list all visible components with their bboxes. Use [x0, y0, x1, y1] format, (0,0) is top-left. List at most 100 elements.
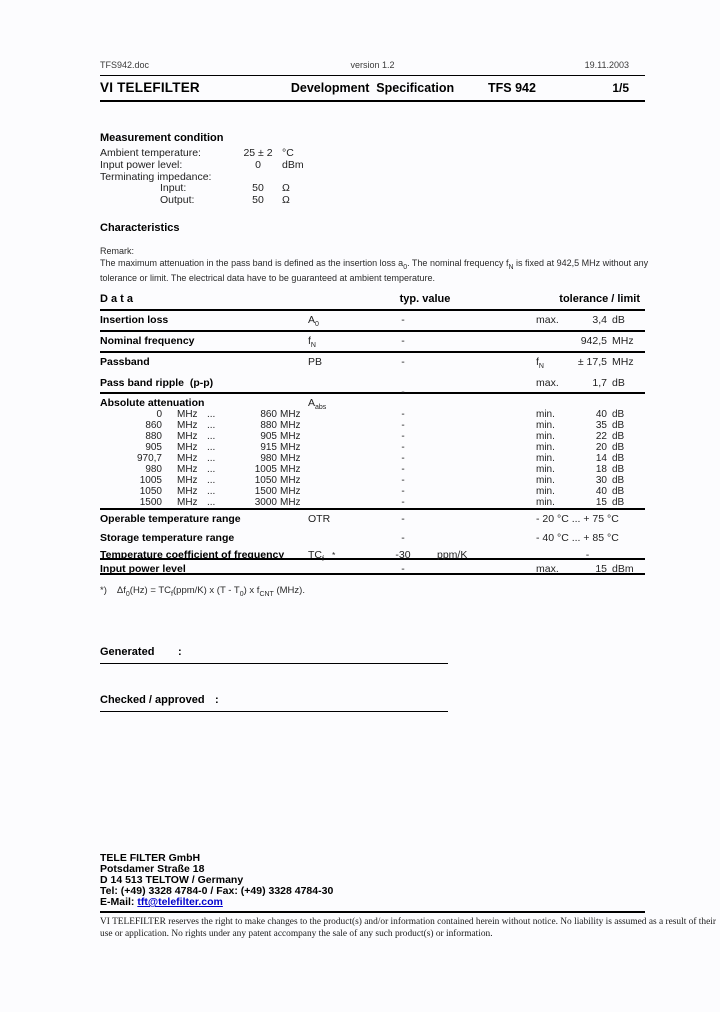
footnote: *) Δf0(Hz) = TCf(ppm/K) x (T - T0) x fCNT…: [100, 585, 305, 598]
typ-value: -: [401, 532, 405, 544]
tolerance-unit: dB: [612, 442, 625, 453]
typ-value: -: [401, 386, 405, 398]
tolerance-unit: dB: [612, 453, 625, 464]
param-name: Storage temperature range: [100, 532, 235, 544]
doc-version: version 1.2: [350, 60, 395, 70]
param-name: Operable temperature range: [100, 513, 241, 525]
frequency-unit: MHz: [177, 431, 198, 442]
frequency-end-value: 3000: [254, 497, 277, 508]
doc-filename: TFS942.doc: [100, 60, 150, 70]
typ-value: -: [401, 563, 405, 575]
remark-part: is fixed at 942,5 MHz without any tolera…: [100, 257, 649, 283]
typ-value: -: [401, 453, 405, 464]
remark-text: The maximum attenuation in the pass band…: [100, 258, 648, 283]
tolerance-qualifier: min.: [536, 453, 555, 464]
tolerance-qualifier: min.: [536, 486, 555, 497]
symbol-base: A: [308, 397, 316, 409]
tolerance-qualifier: min.: [536, 442, 555, 453]
frequency-end-value: 905: [260, 431, 277, 442]
tolerance-value: 18: [595, 464, 607, 475]
column-header-typ-value: typ. value: [399, 293, 451, 305]
range-dots: ...: [207, 475, 216, 486]
tolerance-unit: MHz: [612, 356, 634, 368]
tolerance-qualifier: min.: [536, 464, 555, 475]
formula-part: (Hz) = TC: [129, 585, 172, 596]
footer-phone-fax: Tel: (+49) 3328 4784-0 / Fax: (+49) 3328…: [100, 885, 334, 897]
frequency-range: 1005 MHz ... 1050 MHz: [100, 475, 370, 486]
formula-part: Δf: [116, 585, 126, 596]
table-header-row: D a t a typ. value tolerance / limit: [100, 293, 645, 311]
frequency-unit: MHz: [280, 409, 301, 420]
tolerance-unit: dB: [612, 431, 625, 442]
range-dots: ...: [207, 497, 216, 508]
frequency-end-value: 980: [260, 453, 277, 464]
param-symbol: TCf *: [295, 549, 370, 566]
formula-part: ) x f: [243, 585, 260, 596]
colon: :: [178, 646, 182, 658]
symbol-base: TC: [308, 549, 322, 561]
attenuation-range-row: 1500 MHz ... 3000 MHz - min. 15 dB: [100, 497, 645, 508]
range-dots: ...: [207, 442, 216, 453]
formula-subscript: CNT: [259, 590, 274, 598]
footnote-formula: Δf0(Hz) = TCf(ppm/K) x (T - T0) x fCNT (…: [116, 585, 305, 598]
tolerance-unit: dBm: [612, 563, 634, 575]
measurement-row: Input power level: 0 dBm: [100, 158, 304, 172]
checked-approved-signature-line: Checked / approved :: [100, 694, 448, 712]
typ-value: -: [401, 475, 405, 486]
attenuation-range-row: 880 MHz ... 905 MHz - min. 22 dB: [100, 431, 645, 442]
typ-value: -: [401, 431, 405, 442]
measurement-value: 50: [252, 182, 264, 195]
tolerance-unit: dB: [612, 486, 625, 497]
row-insertion-loss: Insertion loss A0 - max. 3,4 dB: [100, 311, 645, 332]
range-dots: ...: [207, 409, 216, 420]
frequency-range: 1500 MHz ... 3000 MHz: [100, 497, 370, 508]
param-name: Insertion loss: [100, 314, 169, 326]
measurement-label: Terminating impedance:: [100, 170, 212, 183]
frequency-start-value: 980: [145, 464, 162, 475]
measurement-value: 50: [252, 194, 264, 207]
typ-value: -: [401, 486, 405, 497]
measurement-value: 0: [255, 158, 261, 171]
frequency-range: 0 MHz ... 860 MHz: [100, 409, 370, 420]
footer-rule: [100, 911, 645, 913]
measurement-row: Ambient temperature: 25 ± 2 °C: [100, 147, 304, 160]
tolerance-range: - 40 °C ... + 85 °C: [536, 532, 619, 544]
attenuation-range-row: 1050 MHz ... 1500 MHz - min. 40 dB: [100, 486, 645, 497]
frequency-start-value: 1005: [139, 475, 162, 486]
frequency-unit: MHz: [280, 431, 301, 442]
measurement-label: Input:: [160, 182, 187, 195]
tolerance-range: - 20 °C ... + 75 °C: [536, 513, 619, 525]
frequency-unit: MHz: [177, 475, 198, 486]
symbol-subscript: f: [322, 556, 324, 564]
tolerance-unit: dB: [612, 497, 625, 508]
frequency-unit: MHz: [280, 453, 301, 464]
frequency-unit: MHz: [177, 420, 198, 431]
tolerance-value: 14: [595, 453, 607, 464]
attenuation-range-row: 905 MHz ... 915 MHz - min. 20 dB: [100, 442, 645, 453]
frequency-range: 880 MHz ... 905 MHz: [100, 431, 370, 442]
attenuation-range-row: 0 MHz ... 860 MHz - min. 40 dB: [100, 409, 645, 420]
remark-subscript: 0: [403, 263, 408, 271]
formula-subscript: f: [171, 590, 173, 598]
typ-value: -: [401, 497, 405, 508]
document-header: TFS942.doc version 1.2 19.11.2003 VI TEL…: [100, 60, 645, 102]
param-name: Temperature coefficient of frequency: [100, 549, 285, 561]
email-link[interactable]: tft@telefilter.com: [137, 896, 223, 908]
tolerance-value: 30: [595, 475, 607, 486]
symbol-subscript: 0: [315, 321, 319, 329]
measurement-condition-section: Measurement condition Ambient temperatur…: [100, 132, 304, 207]
footer-disclaimer: VI TELEFILTER reserves the right to make…: [100, 917, 716, 939]
frequency-end-value: 1005: [254, 464, 277, 475]
frequency-unit: MHz: [177, 464, 198, 475]
footnote-marker: *): [100, 585, 107, 596]
page-indicator: 1/5: [612, 81, 629, 95]
measurement-row: Output: 50 Ω: [100, 194, 304, 207]
range-dots: ...: [207, 464, 216, 475]
tolerance-value: 942,5: [580, 335, 607, 347]
typ-value: -: [401, 420, 405, 431]
tolerance-value: 40: [595, 486, 607, 497]
param-name: Nominal frequency: [100, 335, 195, 347]
tolerance-value: 1,7: [592, 377, 607, 389]
part-number: TFS 942: [488, 81, 536, 95]
